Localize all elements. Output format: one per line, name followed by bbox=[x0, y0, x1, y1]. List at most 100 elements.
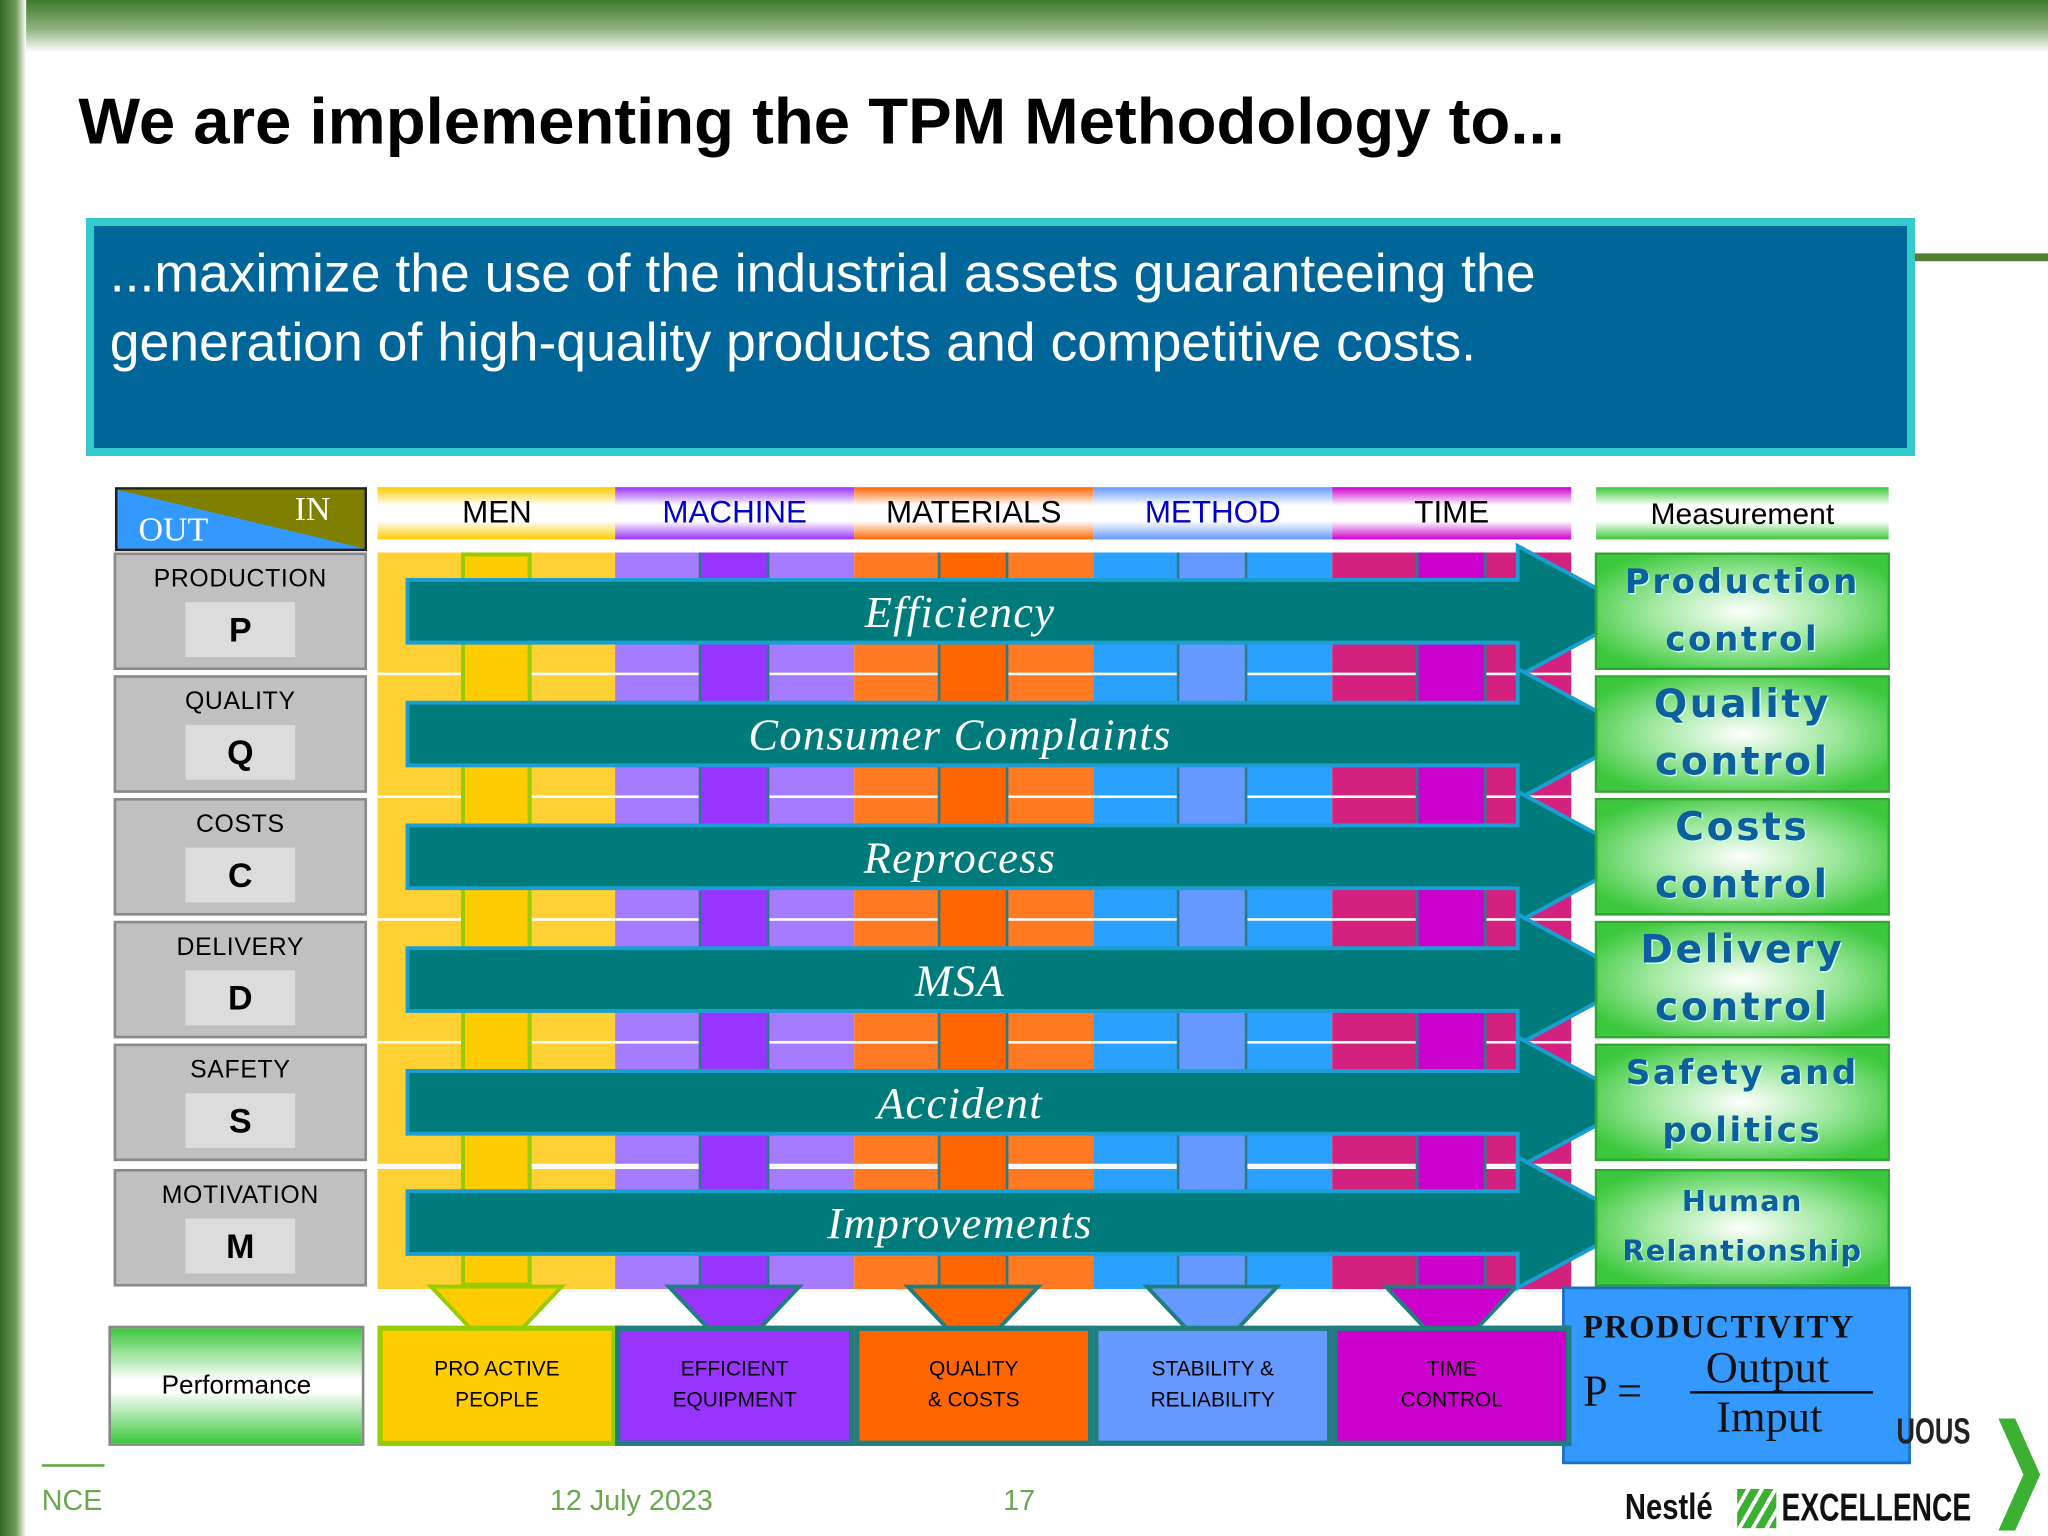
logo-top: UOUS bbox=[1896, 1410, 1971, 1452]
row-label-quality: QUALITY Q bbox=[113, 675, 368, 793]
measurement-text: control bbox=[1665, 620, 1820, 660]
measurement-header: Measurement bbox=[1596, 487, 1889, 540]
arrow-label: Efficiency bbox=[864, 587, 1056, 637]
column-header-label: MATERIALS bbox=[886, 495, 1062, 531]
measurement-text: control bbox=[1654, 739, 1830, 785]
pillar-label: EQUIPMENT bbox=[672, 1389, 797, 1412]
column-header-time: TIME bbox=[1332, 487, 1572, 540]
column-header-materials: MATERIALS bbox=[854, 487, 1094, 540]
column-stripe bbox=[461, 552, 532, 1287]
arrow-label: Reprocess bbox=[863, 832, 1057, 882]
down-arrow-icon bbox=[426, 1284, 567, 1359]
pillar-label: RELIABILITY bbox=[1150, 1389, 1275, 1412]
right-arrow-icon bbox=[405, 911, 1644, 1049]
row-key: P bbox=[185, 602, 296, 657]
pillar-label: QUALITY bbox=[928, 1358, 1019, 1381]
measurement-text: Relantionship bbox=[1622, 1235, 1863, 1269]
pillar-label: PEOPLE bbox=[455, 1389, 539, 1412]
right-arrow-icon bbox=[405, 788, 1644, 926]
pillar-box: EFFICIENT EQUIPMENT bbox=[615, 1325, 855, 1446]
formula-numerator: Output bbox=[1705, 1343, 1830, 1393]
formula-lhs: P = bbox=[1583, 1367, 1643, 1416]
footer-date: 12 July 2023 bbox=[549, 1483, 713, 1517]
pillar-box: STABILITY & RELIABILITY bbox=[1093, 1325, 1333, 1446]
measurement-text: Human bbox=[1681, 1185, 1803, 1219]
column-header-method: METHOD bbox=[1093, 487, 1333, 540]
right-arrow-icon bbox=[405, 665, 1644, 803]
measurement-text: Quality bbox=[1653, 681, 1831, 728]
measurement-text: Costs bbox=[1675, 804, 1810, 851]
pillar-label: EFFICIENT bbox=[680, 1358, 789, 1381]
fraction-bar bbox=[1690, 1391, 1873, 1394]
footer-left: NCE bbox=[41, 1483, 103, 1517]
banner-line: generation of high-quality products and … bbox=[109, 312, 1477, 373]
down-arrow-icon bbox=[1381, 1284, 1521, 1359]
pillar-box: PRO ACTIVE PEOPLE bbox=[377, 1325, 617, 1446]
performance-label: Performance bbox=[108, 1325, 365, 1446]
formula-denominator: Imput bbox=[1716, 1393, 1823, 1442]
measurement-3: Costs control bbox=[1594, 798, 1890, 916]
measurement-5: Safety and politics bbox=[1594, 1043, 1890, 1162]
row-label-text: MOTIVATION bbox=[161, 1182, 319, 1210]
column-header-label: MACHINE bbox=[662, 495, 807, 531]
measurement-1: Production control bbox=[1594, 552, 1890, 671]
measurement-text: control bbox=[1654, 984, 1830, 1031]
row-label-delivery: DELIVERY D bbox=[113, 920, 368, 1039]
pillar-box: TIME CONTROL bbox=[1332, 1325, 1572, 1446]
slide-title: We are implementing the TPM Methodology … bbox=[78, 84, 1565, 159]
pillar-label: TIME bbox=[1426, 1358, 1477, 1381]
column-header-men: MEN bbox=[377, 487, 617, 540]
measurement-text: politics bbox=[1662, 1111, 1823, 1151]
objective-banner: ...maximize the use of the industrial as… bbox=[86, 218, 1915, 456]
pillar-label: PRO ACTIVE bbox=[434, 1358, 560, 1381]
row-key: C bbox=[185, 847, 296, 903]
productivity-formula: PRODUCTIVITY P = Output Imput bbox=[1562, 1286, 1911, 1465]
measurement-text: Production bbox=[1624, 562, 1860, 603]
logo-slashes bbox=[1737, 1488, 1777, 1529]
column-stripe bbox=[698, 552, 770, 1287]
divider bbox=[1914, 253, 2048, 262]
column-header-label: MEN bbox=[462, 495, 532, 531]
measurement-text: Delivery bbox=[1640, 927, 1845, 974]
measurement-text: control bbox=[1654, 862, 1830, 908]
column-header-machine: MACHINE bbox=[615, 487, 855, 540]
measurement-4: Delivery control bbox=[1594, 920, 1890, 1039]
out-label: OUT bbox=[138, 510, 209, 549]
measurement-2: Quality control bbox=[1594, 675, 1890, 793]
logo-chevron bbox=[1998, 1418, 2041, 1531]
arrow-label: Accident bbox=[874, 1078, 1043, 1128]
arrow-label: Consumer Complaints bbox=[748, 710, 1171, 760]
row-label-text: QUALITY bbox=[184, 688, 296, 716]
row-label-costs: COSTS C bbox=[113, 798, 368, 916]
arrow-label: Improvements bbox=[826, 1198, 1093, 1248]
measurement-6: Human Relantionship bbox=[1594, 1168, 1890, 1287]
row-label-safety: SAFETY S bbox=[113, 1043, 368, 1162]
productivity-title: PRODUCTIVITY bbox=[1583, 1310, 1855, 1346]
row-label-text: COSTS bbox=[195, 811, 285, 839]
in-out-corner: IN OUT bbox=[114, 487, 368, 552]
right-arrow-icon bbox=[405, 1153, 1644, 1292]
pillar-label: & COSTS bbox=[927, 1389, 1020, 1412]
row-key: D bbox=[185, 970, 296, 1026]
nestle-excellence-logo: UOUS Nestlé EXCELLENCE bbox=[1625, 1411, 2048, 1536]
row-key: M bbox=[185, 1218, 296, 1274]
logo-word: EXCELLENCE bbox=[1781, 1486, 1972, 1530]
down-arrow-icon bbox=[903, 1284, 1043, 1359]
arrow-label: MSA bbox=[914, 955, 1005, 1005]
row-label-text: DELIVERY bbox=[176, 933, 305, 962]
column-stripe bbox=[937, 552, 1009, 1287]
down-arrow-icon bbox=[664, 1284, 804, 1359]
performance-text: Performance bbox=[161, 1370, 312, 1400]
row-key: Q bbox=[185, 724, 296, 780]
measurement-header-label: Measurement bbox=[1650, 495, 1835, 530]
row-label-production: PRODUCTION P bbox=[113, 552, 368, 671]
column-stripe bbox=[1415, 552, 1487, 1287]
row-key: S bbox=[185, 1093, 296, 1149]
row-label-motivation: MOTIVATION M bbox=[113, 1168, 368, 1287]
pillar-box: QUALITY & COSTS bbox=[854, 1325, 1094, 1446]
logo-brand: Nestlé bbox=[1624, 1486, 1713, 1527]
down-arrow-icon bbox=[1142, 1284, 1282, 1359]
measurement-text: Safety and bbox=[1625, 1054, 1859, 1094]
